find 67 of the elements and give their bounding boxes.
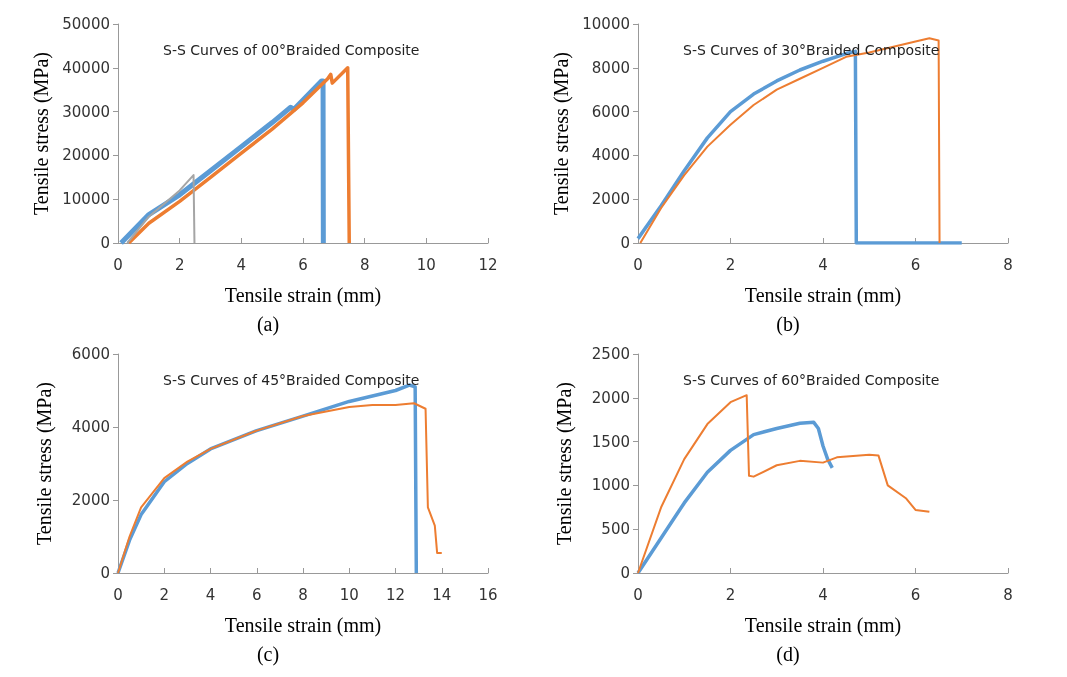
x-tick-label: 4 — [236, 255, 247, 274]
text: (d) — [776, 643, 800, 666]
y-tick-label: 1000 — [591, 476, 630, 495]
y-tick-label: 2000 — [591, 190, 630, 209]
y-tick-label: 10000 — [582, 15, 630, 33]
x-tick-label: 0 — [113, 585, 123, 604]
x-axis-title: Tensile strain (mm) — [224, 614, 382, 637]
x-axis-title: Tensile strain (mm) — [744, 614, 902, 637]
x-axis-title: Tensile strain (mm) — [224, 284, 382, 307]
y-tick-label: 6000 — [591, 102, 630, 121]
text: (b) — [776, 313, 800, 336]
text: (a) — [256, 313, 280, 336]
x-tick-label: 2 — [725, 255, 736, 274]
y-axis-title: Tensile stress (MPa) — [550, 51, 574, 216]
x-tick-label: 2 — [159, 585, 170, 604]
line-series — [127, 66, 351, 245]
y-axis-title: Tensile stress (MPa) — [553, 381, 576, 546]
x-axis-title: Tensile strain (mm) — [744, 284, 902, 307]
y-tick-label: 40000 — [62, 58, 110, 77]
text: S-S Curves of 00°Braided Composite — [163, 42, 420, 58]
x-tick-label: 8 — [1003, 585, 1013, 604]
x-tick-label: 0 — [633, 255, 643, 274]
y-tick-label: 2000 — [591, 388, 630, 407]
line-series — [117, 402, 443, 574]
y-tick-label: 6000 — [71, 345, 110, 363]
y-tick-label: 0 — [620, 234, 630, 252]
x-tick-label: 4 — [818, 255, 828, 274]
x-tick-label: 6 — [910, 585, 921, 604]
x-tick-label: 0 — [113, 255, 123, 274]
y-tick-label: 1500 — [591, 432, 630, 451]
x-tick-label: 16 — [478, 585, 498, 604]
y-tick-label: 500 — [601, 520, 630, 539]
text: (c) — [256, 643, 280, 666]
y-tick-label: 50000 — [62, 15, 110, 33]
y-tick-label: 4000 — [71, 418, 110, 436]
y-tick-label: 30000 — [62, 102, 110, 121]
y-tick-label: 0 — [100, 234, 110, 252]
y-tick-label: 2000 — [71, 491, 110, 509]
x-tick-label: 8 — [298, 585, 308, 604]
x-tick-label: 2 — [725, 585, 736, 604]
y-tick-label: 2500 — [591, 345, 630, 363]
y-axis-title: Tensile stress (MPa) — [33, 381, 56, 546]
line-series — [637, 394, 931, 574]
y-tick-label: 10000 — [62, 190, 110, 209]
x-tick-label: 4 — [818, 585, 828, 604]
x-tick-label: 6 — [251, 585, 262, 604]
x-tick-label: 0 — [633, 585, 643, 604]
x-tick-label: 10 — [416, 255, 436, 274]
x-tick-label: 10 — [339, 585, 359, 604]
y-tick-label: 8000 — [591, 58, 630, 77]
x-tick-label: 6 — [910, 255, 921, 274]
x-tick-label: 14 — [432, 585, 452, 604]
x-tick-label: 12 — [385, 585, 406, 604]
y-axis-title: Tensile stress (MPa) — [30, 51, 54, 216]
y-tick-label: 20000 — [62, 146, 110, 165]
y-tick-label: 0 — [100, 564, 110, 582]
x-tick-label: 8 — [1003, 255, 1013, 274]
x-tick-label: 8 — [359, 255, 370, 274]
x-tick-label: 4 — [205, 585, 216, 604]
line-series — [636, 420, 834, 575]
text: S-S Curves of 45°Braided Composite — [163, 372, 420, 388]
text: S-S Curves of 60°Braided Composite — [683, 372, 940, 388]
x-tick-label: 12 — [478, 255, 498, 274]
x-tick-label: 2 — [174, 255, 185, 274]
y-tick-label: 0 — [620, 564, 630, 582]
y-tick-label: 4000 — [591, 146, 630, 165]
x-tick-label: 6 — [298, 255, 308, 274]
